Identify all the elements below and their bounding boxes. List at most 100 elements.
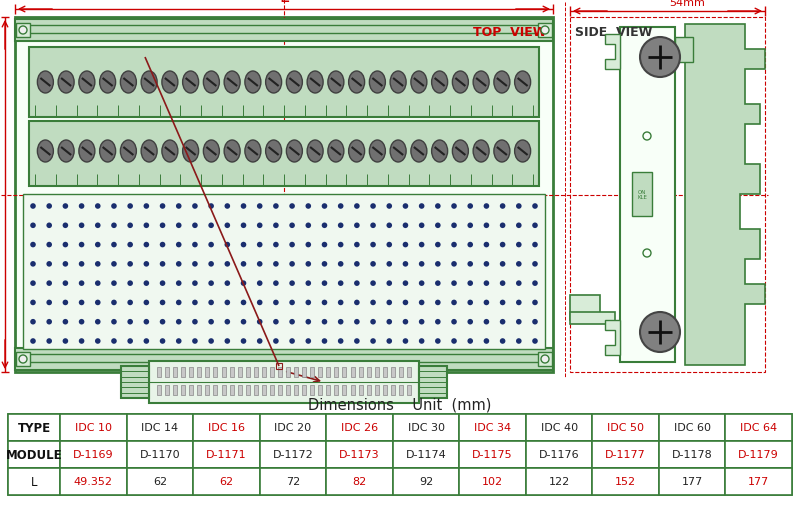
Bar: [198, 385, 202, 395]
Circle shape: [95, 300, 101, 305]
Bar: [173, 367, 177, 377]
Bar: [393, 441, 459, 468]
Circle shape: [532, 300, 538, 305]
Bar: [60, 414, 126, 441]
Bar: [350, 367, 354, 377]
Bar: [238, 385, 242, 395]
Circle shape: [95, 204, 101, 209]
Circle shape: [402, 300, 408, 305]
Circle shape: [338, 223, 343, 229]
Circle shape: [370, 262, 376, 267]
Bar: [206, 367, 210, 377]
Bar: [276, 363, 282, 369]
Circle shape: [402, 204, 408, 209]
Bar: [383, 367, 387, 377]
Ellipse shape: [266, 140, 282, 163]
Circle shape: [290, 223, 295, 229]
Ellipse shape: [182, 140, 198, 163]
Circle shape: [541, 355, 549, 363]
Bar: [260, 441, 326, 468]
Ellipse shape: [286, 140, 302, 163]
Bar: [526, 441, 592, 468]
Circle shape: [500, 338, 506, 344]
Text: D-1173: D-1173: [339, 449, 380, 460]
Circle shape: [386, 242, 392, 248]
Bar: [459, 441, 526, 468]
Bar: [270, 385, 274, 395]
Circle shape: [46, 242, 52, 248]
Circle shape: [532, 204, 538, 209]
Ellipse shape: [182, 72, 198, 94]
Circle shape: [532, 242, 538, 248]
Circle shape: [111, 204, 117, 209]
Bar: [659, 468, 726, 495]
Bar: [246, 385, 250, 395]
Bar: [592, 468, 659, 495]
Text: IDC 34: IDC 34: [474, 422, 511, 433]
Text: D-1171: D-1171: [206, 449, 246, 460]
Ellipse shape: [203, 140, 219, 163]
Circle shape: [370, 242, 376, 248]
Ellipse shape: [349, 72, 365, 94]
Polygon shape: [685, 25, 765, 365]
Bar: [181, 367, 185, 377]
Circle shape: [516, 223, 522, 229]
Circle shape: [46, 338, 52, 344]
Bar: [570, 313, 615, 324]
Circle shape: [192, 338, 198, 344]
Bar: [383, 385, 387, 395]
Circle shape: [127, 262, 133, 267]
Circle shape: [62, 319, 68, 325]
Circle shape: [290, 262, 295, 267]
Bar: [8, 441, 792, 468]
Bar: [60, 468, 126, 495]
Text: Dimensions    Unit  (mm): Dimensions Unit (mm): [308, 397, 492, 412]
Polygon shape: [605, 320, 620, 355]
Circle shape: [241, 223, 246, 229]
Circle shape: [160, 319, 166, 325]
Ellipse shape: [38, 72, 54, 94]
Circle shape: [46, 281, 52, 287]
Bar: [310, 367, 314, 377]
Circle shape: [127, 242, 133, 248]
Circle shape: [451, 204, 457, 209]
Ellipse shape: [390, 72, 406, 94]
Ellipse shape: [141, 72, 157, 94]
Circle shape: [46, 300, 52, 305]
Circle shape: [127, 338, 133, 344]
Text: D-1179: D-1179: [738, 449, 779, 460]
Bar: [15, 348, 553, 370]
Circle shape: [192, 300, 198, 305]
Bar: [659, 414, 726, 441]
Circle shape: [176, 319, 182, 325]
Circle shape: [143, 262, 149, 267]
Text: 82: 82: [352, 476, 366, 487]
Circle shape: [241, 204, 246, 209]
Circle shape: [370, 338, 376, 344]
Circle shape: [419, 281, 425, 287]
Circle shape: [143, 300, 149, 305]
Circle shape: [419, 262, 425, 267]
Bar: [8, 468, 792, 495]
Text: 177: 177: [682, 476, 703, 487]
Bar: [278, 367, 282, 377]
Bar: [726, 441, 792, 468]
Circle shape: [257, 223, 262, 229]
Circle shape: [208, 204, 214, 209]
Bar: [393, 414, 459, 441]
Circle shape: [95, 319, 101, 325]
Circle shape: [160, 300, 166, 305]
Circle shape: [516, 242, 522, 248]
Bar: [126, 441, 193, 468]
Circle shape: [143, 204, 149, 209]
Circle shape: [467, 262, 473, 267]
Text: ON
KLE: ON KLE: [637, 189, 647, 200]
Bar: [374, 385, 378, 395]
Circle shape: [467, 281, 473, 287]
Text: MODULE: MODULE: [6, 448, 62, 461]
Circle shape: [208, 338, 214, 344]
Bar: [366, 385, 370, 395]
Circle shape: [402, 262, 408, 267]
Ellipse shape: [58, 72, 74, 94]
Circle shape: [370, 204, 376, 209]
